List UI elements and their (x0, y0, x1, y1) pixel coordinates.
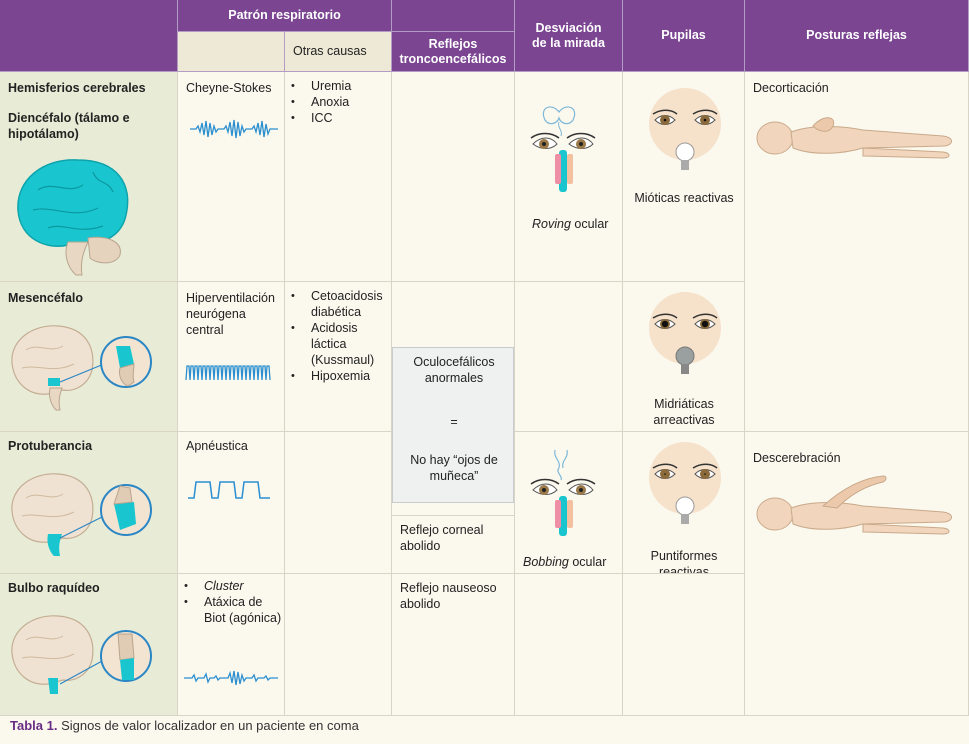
patron-hiperventilacion-cell: Hiperventilación neurógena central (178, 282, 285, 432)
patron-cheyne-cell: Cheyne-Stokes (178, 72, 285, 282)
otras-anoxia: Anoxia (285, 94, 391, 110)
mirada-empty-cell-2 (515, 574, 623, 716)
otras-icc: ICC (285, 110, 391, 126)
posturas-decorticacion-cell: Decorticación (745, 72, 969, 432)
patron-apneustica-cell: Apnéustica (178, 432, 285, 574)
table-caption: Tabla 1. Signos de valor localizador en … (10, 718, 359, 733)
otras-causas-cell-3 (285, 432, 392, 574)
roving-italic: Roving (532, 217, 571, 231)
oculocefalicos-label: Oculocefálicos anormales (413, 355, 495, 385)
descerebracion-label: Descerebración (753, 451, 841, 465)
row-bulbo-cell: Bulbo raquídeo (0, 574, 178, 716)
patron-ataxica-item: Atáxica de Biot (agónica) (178, 594, 284, 626)
otras-hipoxemia: Hipoxemia (285, 368, 391, 384)
no-hay-ojos-label: No hay “ojos de muñeca” (410, 453, 498, 483)
header-pupilas-label: Pupilas (661, 28, 706, 42)
header-posturas-label: Posturas reflejas (806, 28, 907, 42)
pupilas-midriaticas-cell: Midriáticas arreactivas (623, 282, 745, 432)
mirada-roving-cell: Roving ocular (515, 72, 623, 282)
posturas-descerebracion-cell: Descerebración (745, 432, 969, 716)
header-patron-respiratorio: Patrón respiratorio (178, 0, 392, 32)
row-bulbo-label: Bulbo raquídeo (8, 581, 100, 595)
midriaticas-label: Midriáticas arreactivas (653, 397, 715, 427)
row-diencefalo-label: Diencéfalo (tálamo e hipotálamo) (8, 111, 130, 141)
mioticas-pupils-illustration (649, 88, 721, 170)
otras-cetoacidosis: Cetoacidosis diabética (285, 288, 391, 320)
header-patron-sub-empty (178, 32, 285, 72)
puntiformes-label: Puntiformes reactivas (650, 549, 718, 574)
cheyne-stokes-wave (190, 119, 278, 139)
ataxica-wave (184, 670, 278, 686)
row-mesencefalo-cell: Mesencéfalo (0, 282, 178, 432)
brain-protuberancia-illustration (11, 473, 152, 556)
header-posturas: Posturas reflejas (745, 0, 969, 72)
caption-label: Tabla 1. (10, 718, 58, 733)
bobbing-label: Bobbing ocular (523, 554, 606, 570)
header-reflejos-label: Reflejos troncoencefálicos (399, 36, 507, 66)
row-mesencefalo-label: Mesencéfalo (8, 291, 84, 305)
reflejo-nauseoso-cell: Reflejo nauseoso abolido (392, 574, 515, 716)
mirada-bobbing-cell: Bobbing ocular (515, 432, 623, 574)
row-protuberancia-label: Protuberancia (8, 439, 93, 453)
roving-eyes-illustration (530, 106, 596, 192)
row-protuberancia-cell: Protuberancia (0, 432, 178, 574)
apneustica-wave (188, 481, 270, 499)
patron-cheyne-label: Cheyne-Stokes (186, 81, 272, 95)
oculocefalicos-box: Oculocefálicos anormales = No hay “ojos … (392, 347, 514, 503)
pupilas-empty-cell (623, 574, 745, 716)
pupilas-puntiformes-cell: Puntiformes reactivas (623, 432, 745, 574)
patron-cluster-list: Cluster Atáxica de Biot (agónica) (178, 578, 284, 626)
midriaticas-pupils-illustration (649, 292, 721, 374)
header-reflejos: Reflejos troncoencefálicos (392, 32, 515, 72)
header-empty (0, 0, 178, 72)
mioticas-label: Mióticas reactivas (634, 191, 734, 205)
roving-label: Roving ocular (532, 216, 608, 232)
patron-apneustica-label: Apnéustica (186, 439, 248, 453)
brain-hemispheres-illustration (17, 159, 129, 276)
header-blank (392, 0, 515, 32)
equals-sign: = (450, 415, 458, 429)
otras-causas-cell-1: Uremia Anoxia ICC (285, 72, 392, 282)
roving-rest: ocular (570, 217, 609, 231)
otras-causas-list-2: Cetoacidosis diabética Acidosis láctica … (285, 288, 391, 384)
header-desviacion-label: Desviación de la mirada (532, 20, 605, 50)
caption-text: Signos de valor localizador en un pacien… (57, 718, 359, 733)
bobbing-italic: Bobbing (523, 555, 569, 569)
brain-bulbo-illustration (11, 615, 152, 694)
header-otras-causas: Otras causas (285, 32, 392, 72)
reflejo-corneal-label: Reflejo corneal abolido (400, 523, 484, 553)
otras-acidosis: Acidosis láctica (Kussmaul) (285, 320, 391, 368)
header-pupilas: Pupilas (623, 0, 745, 72)
patron-cluster-item: Cluster (178, 578, 284, 594)
header-otras-label: Otras causas (293, 44, 367, 58)
header-desviacion: Desviación de la mirada (515, 0, 623, 72)
otras-causas-cell-2: Cetoacidosis diabética Acidosis láctica … (285, 282, 392, 432)
otras-causas-list-1: Uremia Anoxia ICC (285, 78, 391, 126)
reflejos-cell-1 (392, 72, 515, 282)
row-hemisferios-cell: Hemisferios cerebrales Diencéfalo (tálam… (0, 72, 178, 282)
brain-mesencefalo-illustration (11, 325, 152, 411)
pupilas-mioticas-cell: Mióticas reactivas (623, 72, 745, 282)
row-hemisferios-label: Hemisferios cerebrales (8, 81, 146, 95)
hiperventilacion-wave (185, 365, 271, 381)
reflejo-nauseoso-label: Reflejo nauseoso abolido (400, 581, 497, 611)
descerebracion-body-illustration (756, 475, 952, 535)
otras-uremia: Uremia (285, 78, 391, 94)
decorticacion-label: Decorticación (753, 81, 829, 95)
otras-causas-cell-4 (285, 574, 392, 716)
header-patron-label: Patrón respiratorio (228, 8, 341, 22)
mirada-empty-cell (515, 282, 623, 432)
bobbing-eyes-illustration (530, 449, 596, 536)
bobbing-rest: ocular (568, 555, 607, 569)
reflejo-corneal-cell: Reflejo corneal abolido (392, 516, 515, 574)
patron-hiperventilacion-label: Hiperventilación neurógena central (186, 291, 275, 337)
patron-cluster-cell: Cluster Atáxica de Biot (agónica) (178, 574, 285, 716)
puntiformes-pupils-illustration (649, 442, 721, 524)
decorticacion-body-illustration (756, 117, 952, 159)
